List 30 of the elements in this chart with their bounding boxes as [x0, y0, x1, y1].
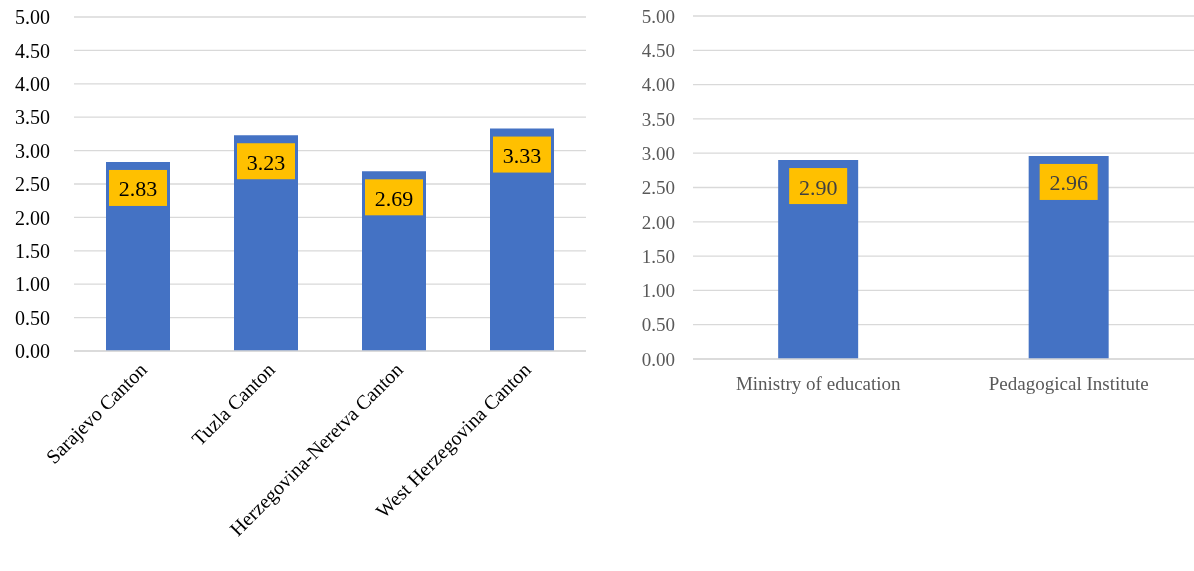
y-tick-label: 1.50: [641, 245, 675, 267]
y-tick-label: 2.50: [641, 177, 675, 199]
y-tick-label: 0.00: [15, 340, 50, 363]
y-tick-label: 4.50: [641, 40, 675, 62]
y-tick-label: 4.00: [15, 72, 50, 95]
y-tick-label: 4.50: [15, 39, 50, 62]
x-tick-label: Ministry of education: [735, 373, 902, 395]
data-label: 2.69: [374, 185, 414, 211]
y-tick-label: 5.00: [15, 6, 50, 29]
y-tick-label: 1.00: [641, 280, 675, 302]
y-tick-label: 1.00: [15, 273, 50, 296]
y-tick-label: 2.00: [641, 211, 675, 233]
data-label: 2.90: [798, 174, 838, 200]
y-tick-label: 0.50: [15, 306, 50, 329]
data-label: 2.96: [1049, 170, 1088, 196]
y-tick-label: 3.50: [641, 108, 675, 130]
y-tick-label: 5.00: [641, 5, 675, 27]
data-label: 3.33: [502, 143, 542, 169]
y-tick-label: 0.50: [641, 314, 675, 336]
y-tick-label: 2.50: [15, 173, 50, 196]
y-tick-label: 2.00: [15, 206, 50, 229]
x-tick-label: Pedagogical Institute: [988, 373, 1149, 395]
y-tick-label: 1.50: [15, 239, 50, 262]
y-tick-label: 3.00: [641, 142, 675, 164]
y-tick-label: 3.00: [15, 139, 50, 162]
y-tick-label: 4.00: [641, 74, 675, 96]
y-tick-label: 3.50: [15, 106, 50, 129]
y-tick-label: 0.00: [641, 348, 675, 370]
data-label: 3.23: [246, 149, 286, 175]
data-label: 2.83: [118, 176, 158, 202]
